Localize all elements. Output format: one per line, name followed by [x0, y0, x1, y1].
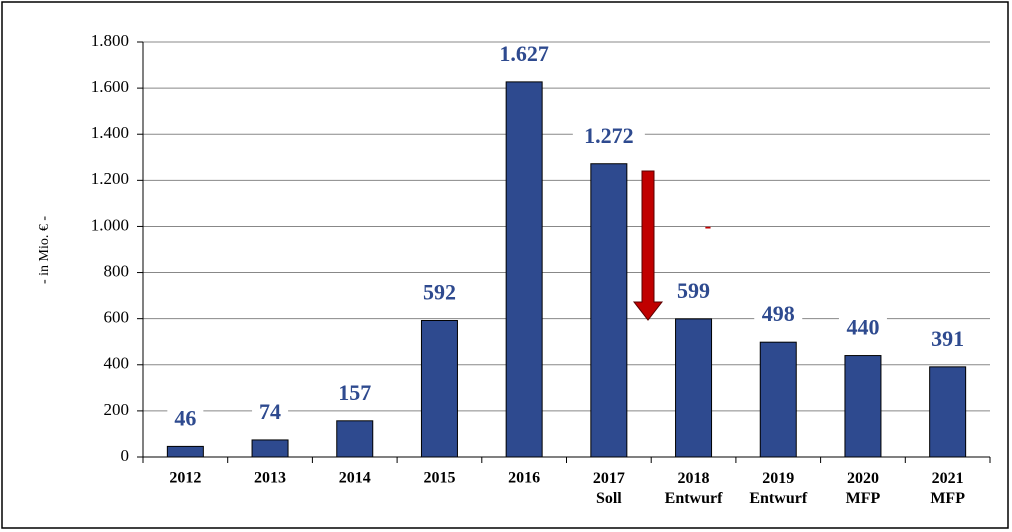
bars [166, 81, 967, 458]
bar [590, 163, 628, 458]
data-label: 599 [677, 278, 710, 303]
y-tick-label: 0 [121, 446, 130, 465]
x-tick-label: 2017 Soll [593, 470, 625, 507]
data-label-bg [330, 381, 379, 408]
x-tick-label: 2015 [423, 470, 455, 487]
data-label-bg [252, 400, 289, 427]
y-tick-label: 800 [104, 261, 130, 280]
y-tick-label: 600 [104, 308, 130, 327]
data-label-bg [415, 281, 464, 308]
y-tick-label: 400 [104, 354, 130, 373]
annotation: - [705, 216, 712, 238]
x-tick-label: 2019 Entwurf [749, 470, 807, 507]
y-axis-label: - in Mio. € - [37, 216, 52, 284]
data-label: 391 [931, 326, 964, 351]
data-label-bg [488, 42, 561, 69]
bar [251, 439, 289, 458]
bar [759, 341, 797, 458]
data-label-bg [838, 316, 887, 343]
data-label-bg [572, 124, 645, 151]
x-tick-label: 2014 [339, 470, 371, 487]
y-tick-label: 200 [104, 400, 130, 419]
data-label: 74 [259, 399, 281, 424]
data-label: 592 [423, 280, 456, 305]
data-label: 440 [846, 315, 879, 340]
data-label: 1.272 [584, 123, 634, 148]
bar [420, 320, 458, 458]
y-tick-label: 1.200 [91, 169, 129, 188]
data-label-bg [923, 327, 972, 354]
data-label-bg [167, 407, 204, 434]
data-label: 1.627 [499, 41, 549, 66]
y-tick-label: 1.600 [91, 77, 129, 96]
x-tick-label: 2016 [508, 470, 540, 487]
data-label: 157 [338, 380, 371, 405]
x-tick-label: 2013 [254, 470, 286, 487]
bar [675, 318, 713, 458]
bar [505, 81, 543, 458]
bar [336, 420, 374, 458]
data-label: 46 [174, 405, 196, 430]
bar [929, 366, 967, 458]
y-tick-label: 1.400 [91, 123, 129, 142]
x-tick-label: 2021 MFP [930, 470, 965, 507]
bar [844, 355, 882, 458]
arrow [632, 170, 664, 321]
y-tick-label: 1.000 [91, 215, 129, 234]
x-tick-label: 2012 [169, 470, 201, 487]
x-tick-label: 2018 Entwurf [665, 470, 723, 507]
x-tick-label: 2020 MFP [846, 470, 881, 507]
y-tick-label: 1.800 [91, 31, 129, 50]
data-label: 498 [762, 301, 795, 326]
bar [166, 445, 204, 458]
data-label-bg [754, 303, 803, 330]
data-label-bg [669, 279, 718, 306]
